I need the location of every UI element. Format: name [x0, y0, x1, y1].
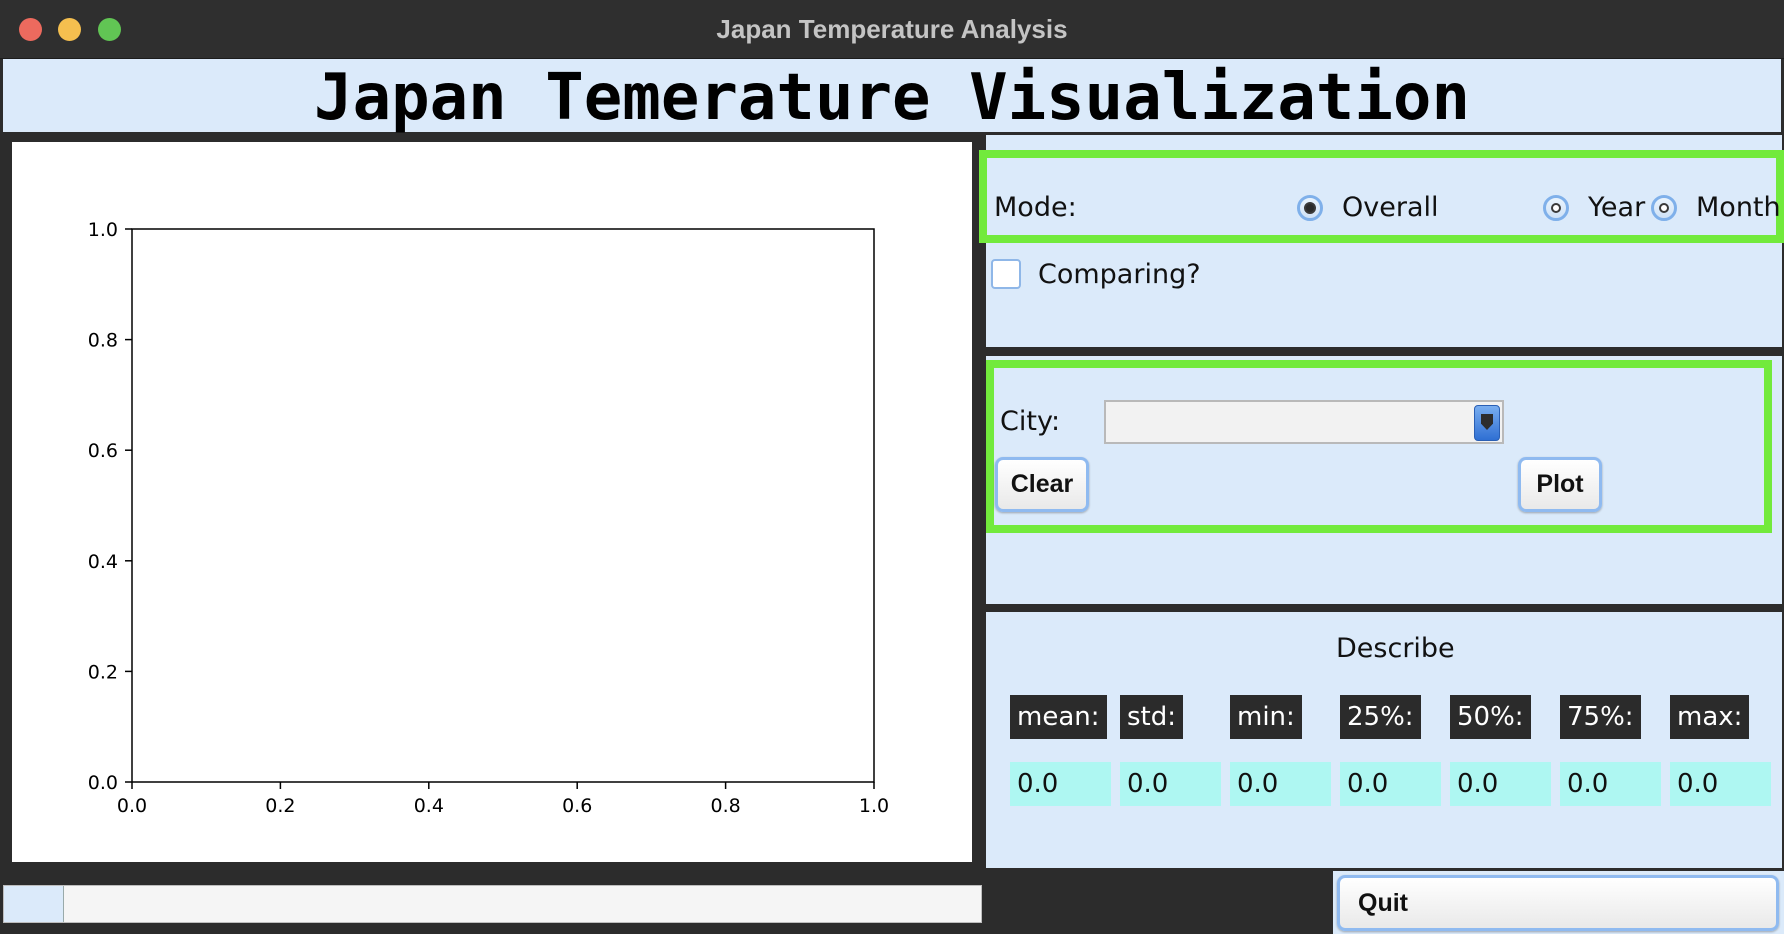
stat-key-mean: mean:: [1010, 695, 1107, 739]
y-tick-label: 0.8: [88, 330, 118, 352]
plot-button[interactable]: Plot: [1518, 457, 1602, 512]
stat-value-50: 0.0: [1450, 762, 1551, 806]
plot-canvas: 0.0 0.2 0.4 0.6 0.8 1.0 0.0 0.2 0.4 0.6 0.8 1.0: [12, 142, 972, 862]
y-tick-label: 0.0: [88, 772, 118, 794]
stat-value-min: 0.0: [1230, 762, 1331, 806]
quit-button[interactable]: Quit: [1337, 875, 1779, 931]
progress-bar: [3, 885, 982, 923]
mode-label: Mode:: [994, 192, 1077, 223]
stat-key-max: max:: [1670, 695, 1750, 739]
x-tick-label: 0.2: [265, 795, 295, 817]
radio-year[interactable]: [1543, 195, 1569, 221]
describe-panel: [986, 612, 1782, 868]
stat-key-std: std:: [1120, 695, 1184, 739]
bottom-strip: [986, 871, 1332, 931]
x-tick-label: 0.0: [117, 795, 147, 817]
zoom-window-button[interactable]: [98, 18, 121, 41]
city-highlight-box: [986, 360, 1772, 533]
x-tick-label: 0.8: [710, 795, 740, 817]
stat-key-min: min:: [1230, 695, 1302, 739]
describe-title: Describe: [1336, 633, 1455, 664]
axes-frame: [131, 228, 875, 783]
city-panel: [986, 356, 1782, 604]
chevron-down-icon[interactable]: [1474, 405, 1500, 441]
y-tick-label: 0.6: [88, 440, 118, 462]
x-tick-label: 0.6: [562, 795, 592, 817]
city-select[interactable]: [1104, 400, 1504, 444]
comparing-checkbox[interactable]: [991, 259, 1021, 289]
stat-value-25: 0.0: [1340, 762, 1441, 806]
radio-month[interactable]: [1651, 195, 1677, 221]
city-label: City:: [1000, 406, 1061, 437]
close-window-button[interactable]: [19, 18, 42, 41]
radio-year-label[interactable]: Year: [1588, 192, 1646, 223]
stat-key-50: 50%:: [1450, 695, 1531, 739]
window-titlebar: Japan Temperature Analysis: [0, 0, 1784, 59]
mode-highlight-box: [979, 150, 1784, 243]
window-title: Japan Temperature Analysis: [716, 14, 1068, 44]
stat-value-max: 0.0: [1670, 762, 1771, 806]
radio-month-label[interactable]: Month: [1696, 192, 1781, 223]
radio-dot: [1304, 202, 1316, 214]
quit-area: Quit: [1333, 871, 1784, 934]
x-tick-label: 1.0: [859, 795, 889, 817]
radio-overall-label[interactable]: Overall: [1342, 192, 1439, 223]
stat-value-mean: 0.0: [1010, 762, 1111, 806]
comparing-label[interactable]: Comparing?: [1038, 259, 1201, 290]
stat-value-std: 0.0: [1120, 762, 1221, 806]
stat-key-25: 25%:: [1340, 695, 1421, 739]
radio-dot: [1551, 203, 1561, 213]
radio-dot: [1659, 203, 1669, 213]
chart-svg: 0.0 0.2 0.4 0.6 0.8 1.0 0.0 0.2 0.4 0.6 0.8 1.0: [88, 219, 889, 817]
minimize-window-button[interactable]: [58, 18, 81, 41]
clear-button[interactable]: Clear: [995, 457, 1089, 512]
y-tick-label: 0.4: [88, 551, 118, 573]
app-header: Japan Temerature Visualization: [3, 59, 1781, 135]
x-tick-label: 0.4: [414, 795, 444, 817]
y-tick-label: 1.0: [88, 219, 118, 241]
radio-overall[interactable]: [1297, 195, 1323, 221]
stat-key-75: 75%:: [1560, 695, 1641, 739]
app-heading: Japan Temerature Visualization: [314, 61, 1470, 135]
y-tick-label: 0.2: [88, 661, 118, 683]
progress-bar-fill: [4, 886, 64, 922]
stat-value-75: 0.0: [1560, 762, 1661, 806]
